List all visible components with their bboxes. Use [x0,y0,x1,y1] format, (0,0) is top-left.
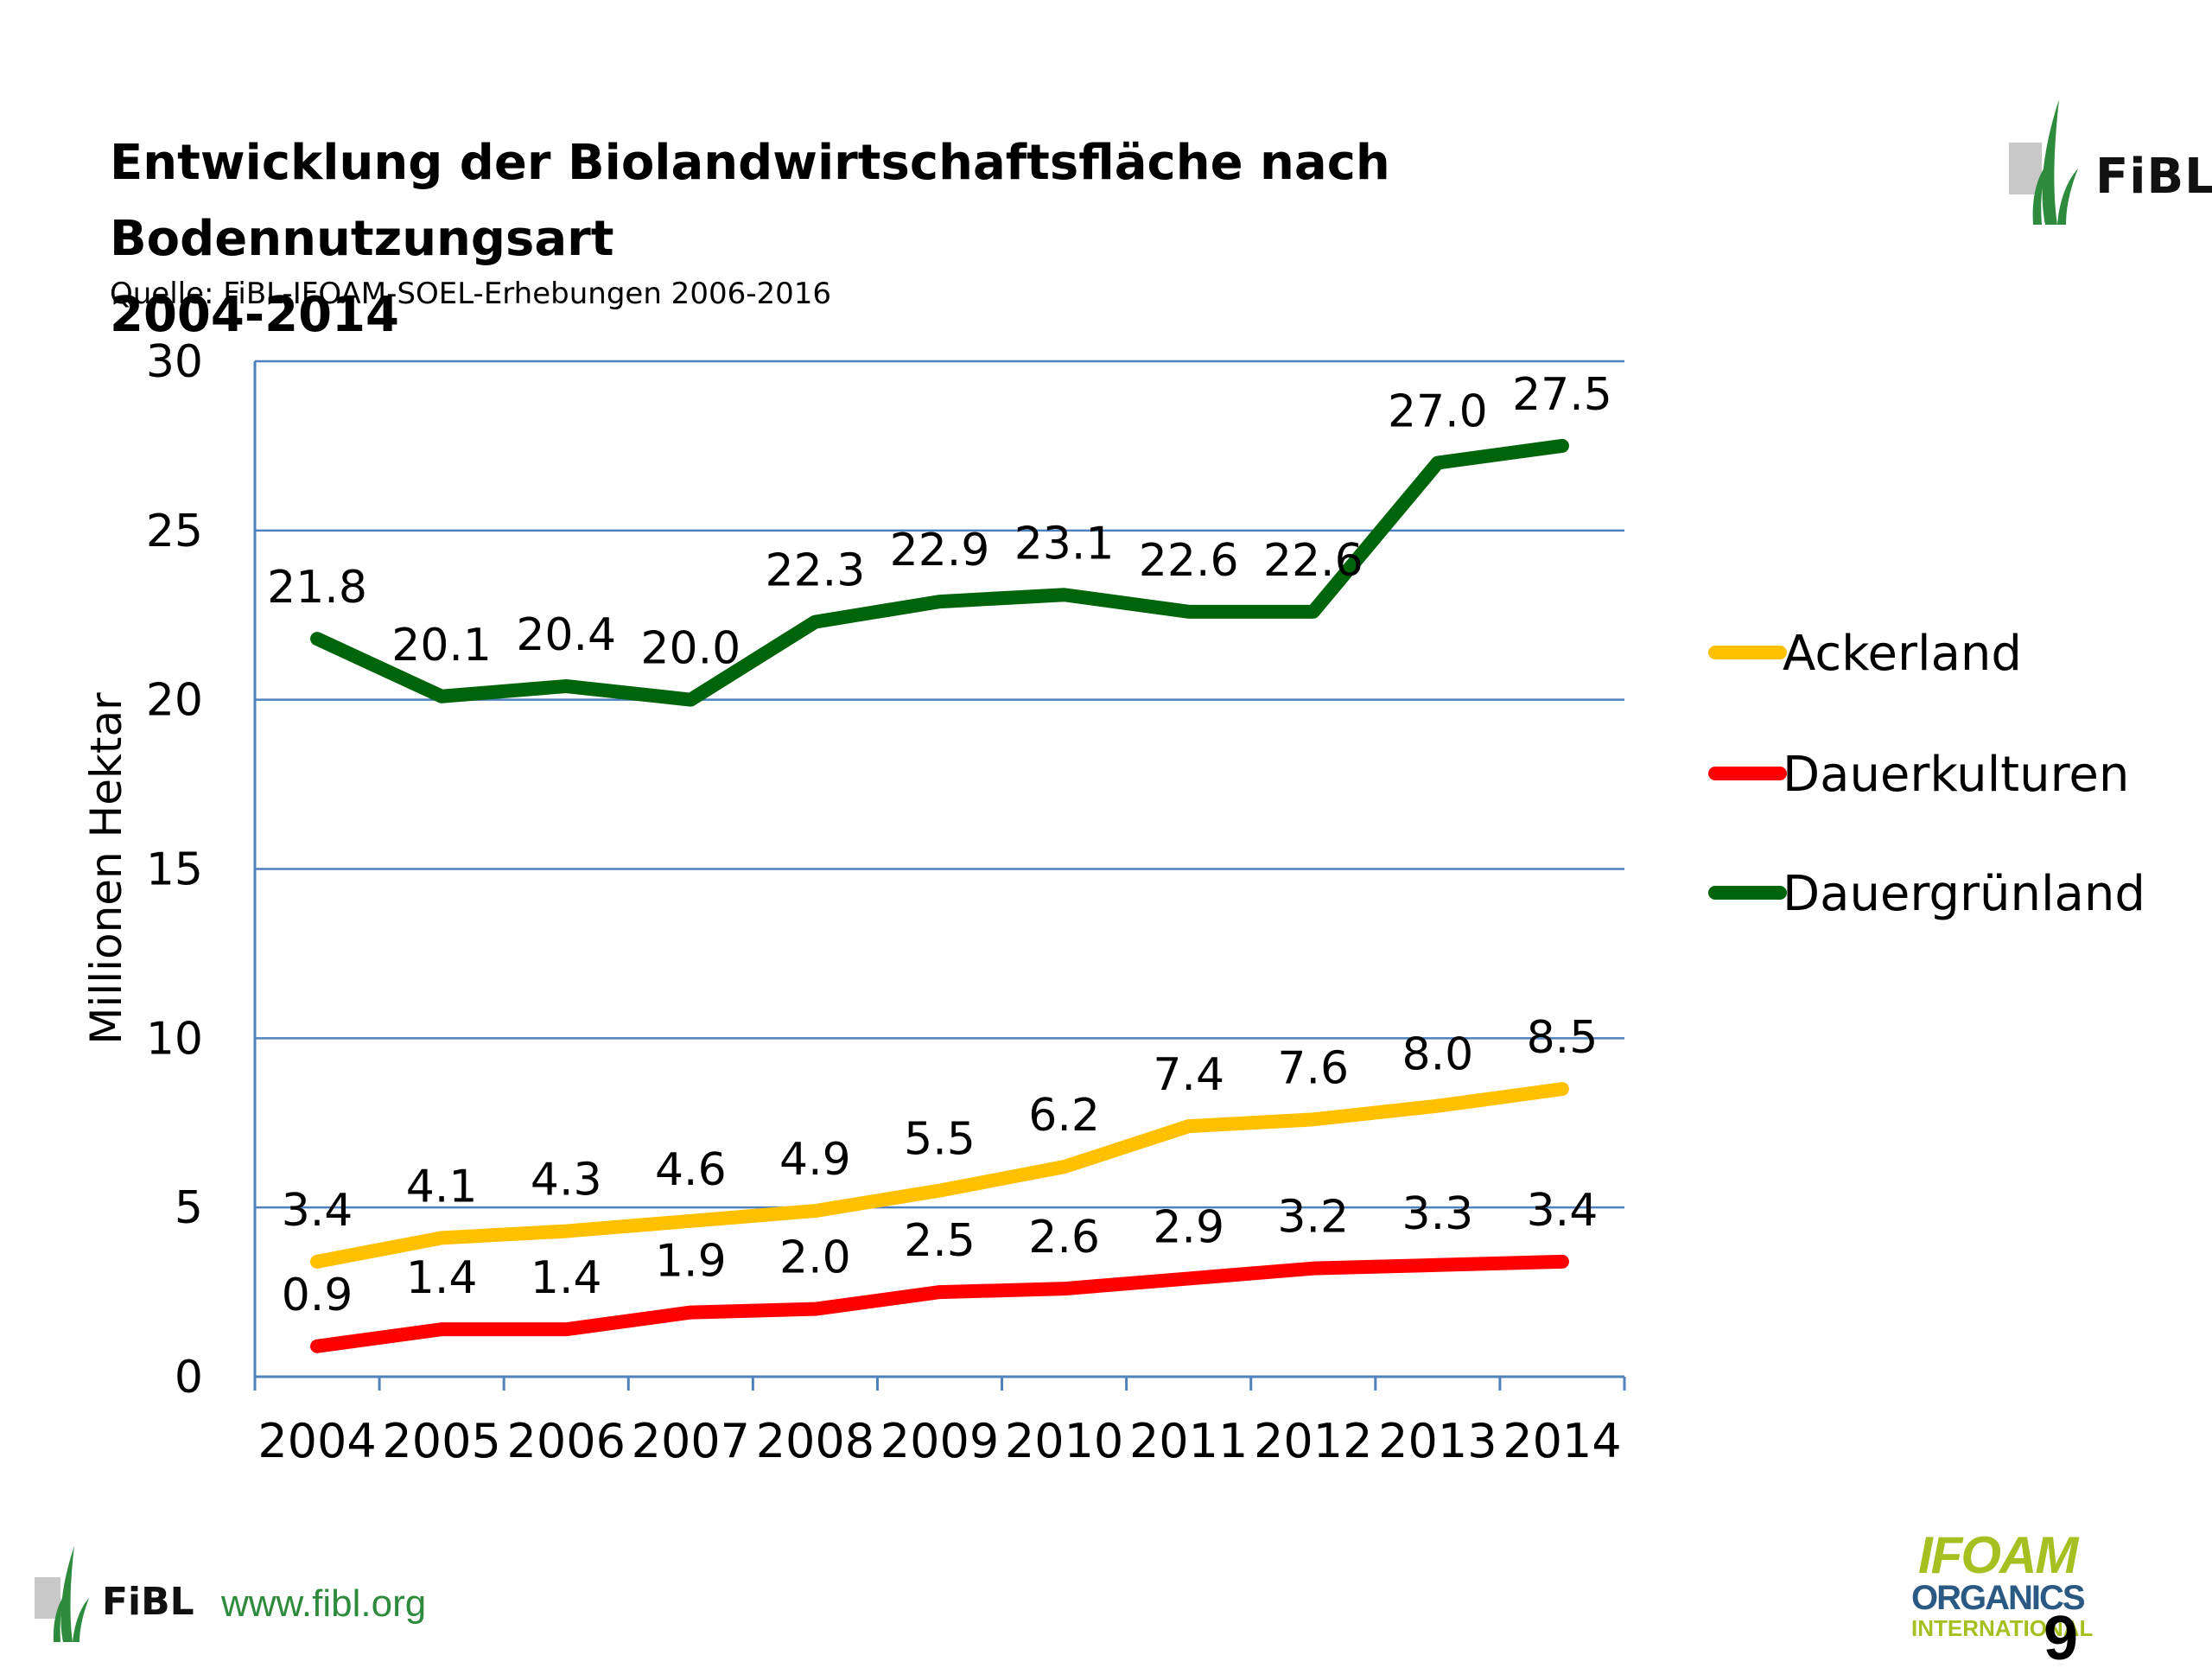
ifoam-wordmark: IFOAM [1918,1525,2076,1585]
x-tick-label: 2005 [382,1414,500,1468]
data-label: 1.4 [531,1252,602,1304]
data-label: 0.9 [282,1270,353,1321]
y-tick-label: 0 [175,1352,203,1403]
data-label: 22.9 [890,525,990,576]
page-number: 9 [2044,1603,2078,1674]
series-line [317,1262,1562,1346]
data-label: 3.2 [1277,1192,1349,1244]
data-label: 3.4 [282,1185,353,1237]
data-label: 1.9 [655,1236,727,1288]
x-tick-label: 2011 [1129,1414,1248,1468]
data-label: 4.3 [531,1155,602,1206]
data-label: 20.4 [516,609,616,661]
x-tick-label: 2012 [1254,1414,1372,1468]
x-tick-label: 2014 [1503,1414,1621,1468]
data-label: 5.5 [904,1114,976,1166]
x-tick-label: 2007 [632,1414,750,1468]
y-tick-label: 30 [146,336,203,388]
x-tick-label: 2013 [1378,1414,1497,1468]
data-label: 2.6 [1028,1212,1100,1263]
data-label: 8.0 [1402,1029,1474,1081]
data-label: 3.4 [1527,1185,1599,1237]
x-tick-label: 2008 [756,1414,874,1468]
data-label: 21.8 [267,562,367,614]
fibl-leaf-icon [35,1543,97,1646]
data-label: 6.2 [1028,1090,1100,1142]
y-tick-label: 10 [146,1013,203,1065]
data-label: 3.3 [1402,1188,1474,1240]
data-label: 22.6 [1139,535,1239,587]
data-label: 22.6 [1263,535,1363,587]
x-tick-label: 2006 [507,1414,626,1468]
x-tick-label: 2004 [257,1414,376,1468]
y-tick-label: 5 [175,1182,203,1234]
data-label: 1.4 [406,1252,478,1304]
data-label: 4.1 [406,1161,478,1213]
data-label: 2.9 [1153,1201,1224,1253]
data-label: 4.9 [779,1134,851,1186]
x-tick-label: 2010 [1005,1414,1123,1468]
data-label: 20.0 [640,623,741,675]
data-label: 7.4 [1153,1049,1224,1101]
y-tick-label: 15 [146,844,203,896]
ifoam-logo: IFOAM ORGANICS INTERNATIONAL [1910,1525,2108,1655]
website-link[interactable]: www.fibl.org [221,1582,426,1626]
x-tick-label: 2009 [880,1414,999,1468]
data-label: 20.1 [391,620,492,672]
legend-label: Ackerland [1783,626,2022,682]
y-axis-label: Millionen Hektar [81,692,131,1045]
data-label: 2.0 [779,1232,851,1284]
data-label: 2.5 [904,1215,976,1267]
data-label: 27.0 [1388,386,1488,438]
fibl-wordmark: FiBL [102,1580,194,1624]
fibl-logo-footer[interactable]: FiBL www.fibl.org [35,1543,518,1646]
data-label: 23.1 [1014,518,1115,570]
legend-label: Dauerkulturen [1783,747,2129,803]
data-label: 27.5 [1512,369,1612,421]
legend-label: Dauergrünland [1783,866,2145,922]
data-label: 8.5 [1527,1012,1599,1064]
data-label: 4.6 [655,1144,727,1196]
y-tick-label: 25 [146,506,203,557]
data-label: 22.3 [766,545,866,597]
data-label: 7.6 [1277,1042,1349,1094]
y-tick-label: 20 [146,675,203,727]
